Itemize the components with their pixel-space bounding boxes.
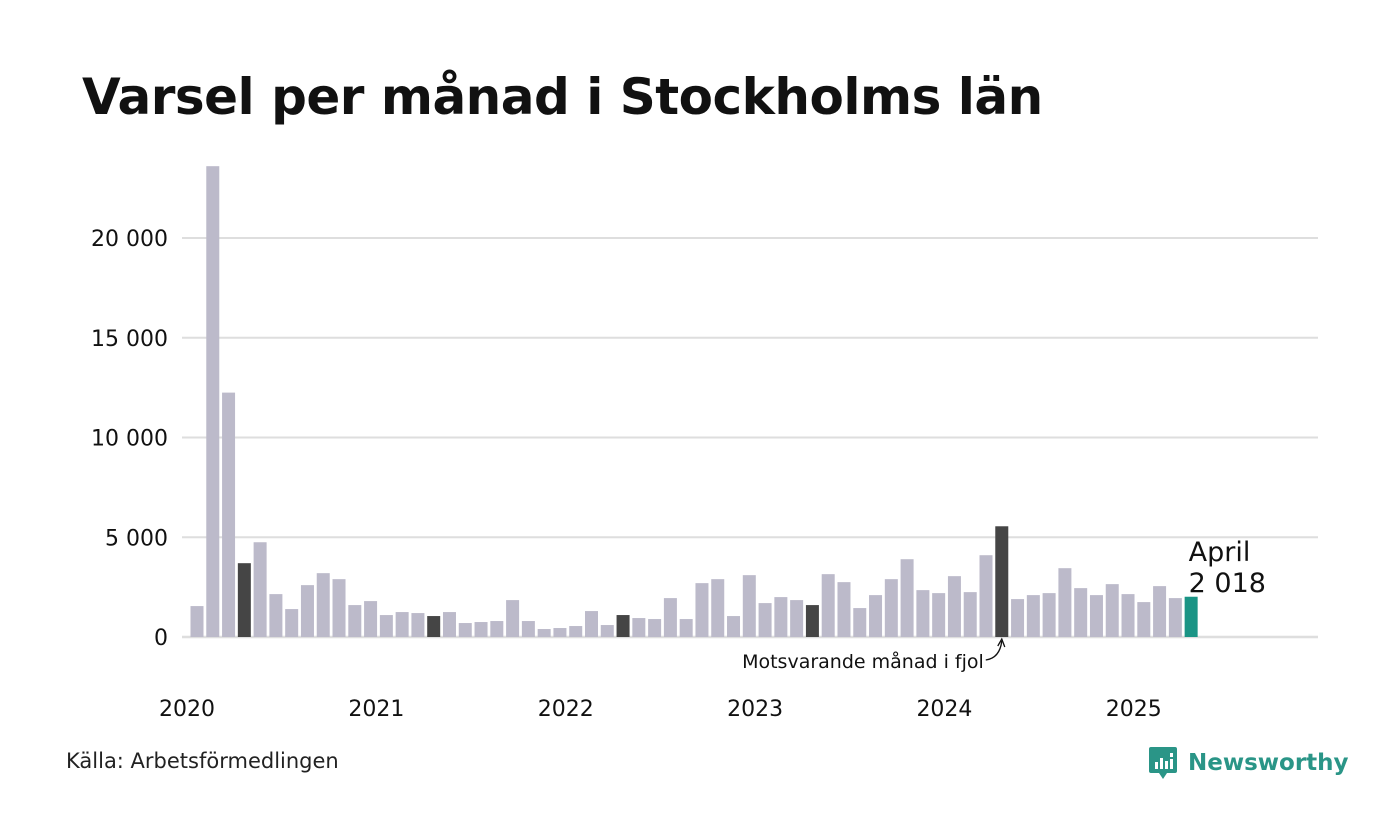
bar (695, 583, 709, 637)
bar-same-month (805, 605, 819, 637)
x-tick-label: 2021 (348, 697, 404, 722)
bar (348, 605, 362, 637)
bar (585, 611, 598, 637)
bar (190, 606, 204, 637)
bar (1153, 586, 1167, 637)
bar (332, 579, 346, 637)
bar (269, 594, 283, 637)
y-tick-label: 20 000 (91, 227, 168, 252)
bar (979, 555, 993, 637)
bar (632, 618, 646, 637)
bar (285, 609, 299, 637)
x-tick-label: 2025 (1106, 697, 1162, 722)
bar (395, 612, 409, 637)
bar (774, 597, 788, 637)
annotation-arrowhead (997, 637, 1006, 648)
bar (300, 585, 314, 637)
y-axis: 0 5 000 10 000 15 000 20 000 (91, 227, 168, 651)
bar (1058, 568, 1072, 637)
bar (364, 601, 378, 637)
bar (790, 600, 804, 637)
x-axis: 2020 2021 2022 2023 2024 2025 (159, 697, 1162, 722)
newsworthy-logo-icon (1149, 747, 1177, 779)
bar (553, 628, 567, 637)
annotation-text: Motsvarande månad i fjol (742, 650, 984, 673)
bar (679, 619, 693, 637)
x-tick-label: 2023 (727, 697, 783, 722)
bar (253, 542, 267, 637)
current-month-label: April (1189, 537, 1251, 568)
brand-logo: Newsworthy (1148, 745, 1349, 781)
bar (663, 598, 677, 637)
bar-same-month (616, 615, 630, 637)
bar (869, 595, 883, 637)
bar (569, 626, 583, 637)
bar (222, 392, 236, 637)
bar (206, 166, 220, 637)
bar (963, 592, 977, 637)
bar (521, 621, 535, 637)
bar (1121, 594, 1135, 637)
brand-name: Newsworthy (1188, 750, 1349, 776)
bar (1026, 595, 1040, 637)
bar (600, 625, 614, 637)
x-tick-label: 2022 (538, 697, 594, 722)
x-tick-label: 2024 (916, 697, 972, 722)
bar (411, 613, 425, 637)
bar (1137, 602, 1151, 637)
bar (1011, 599, 1025, 637)
y-tick-label: 15 000 (91, 327, 168, 352)
bar (1042, 593, 1056, 637)
current-value-label: 2 018 (1189, 568, 1266, 599)
bar (821, 574, 835, 637)
bar (537, 629, 551, 637)
y-tick-label: 10 000 (91, 427, 168, 452)
bar (506, 600, 520, 637)
bars (190, 166, 1198, 637)
bar (916, 590, 930, 637)
bar (474, 622, 488, 637)
bar (900, 559, 914, 637)
source-note: Källa: Arbetsförmedlingen (66, 749, 339, 773)
bar (442, 612, 456, 637)
bar-current (1184, 596, 1198, 637)
chart-title: Varsel per månad i Stockholms län (82, 68, 1043, 126)
bar (379, 615, 393, 637)
bar (727, 616, 741, 637)
bar (884, 579, 898, 637)
bar (837, 582, 851, 637)
bar (1168, 598, 1182, 637)
bar (742, 575, 756, 637)
bar-same-month (995, 526, 1009, 637)
y-tick-label: 0 (154, 626, 168, 651)
bar (1089, 595, 1103, 637)
x-tick-label: 2020 (159, 697, 215, 722)
bar (490, 621, 504, 637)
bar-same-month (237, 563, 251, 637)
bar (458, 623, 472, 637)
bar (316, 573, 330, 637)
bar (853, 608, 867, 637)
bar (932, 593, 946, 637)
y-tick-label: 5 000 (105, 526, 168, 551)
annotation-arrow (985, 640, 1003, 661)
bar (758, 603, 772, 637)
bar (711, 579, 725, 637)
bar (648, 619, 662, 637)
bar (1074, 588, 1088, 637)
bar-same-month (427, 616, 441, 637)
bar (1105, 584, 1119, 637)
bar (947, 576, 961, 637)
